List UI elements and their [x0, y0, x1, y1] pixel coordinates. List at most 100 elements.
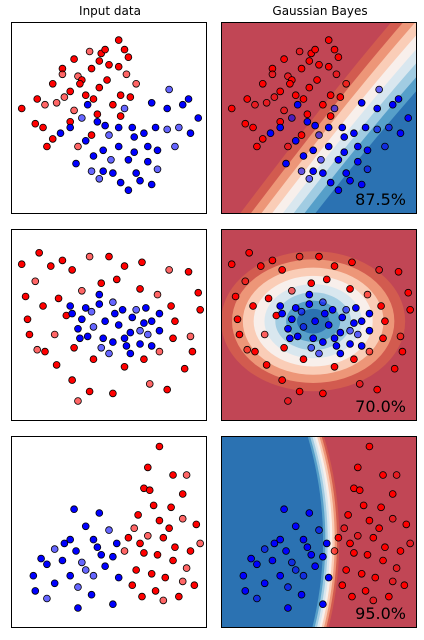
input-3-red-point-8	[192, 520, 201, 529]
input-2-red-point-43	[50, 330, 59, 339]
input-1-red-point-15	[122, 70, 131, 79]
input-2-red-point-18	[85, 387, 94, 396]
decision-3-red-point-9	[365, 516, 374, 525]
input-1-blue-point-10	[89, 152, 98, 160]
decision-2-blue-point-29	[276, 302, 284, 310]
input-2-red-point-21	[52, 361, 61, 369]
input-2-red-point-6	[138, 258, 146, 267]
decision-2-blue-point-25	[321, 309, 329, 318]
input-3-blue-point-23	[43, 594, 51, 603]
input-1-blue-point-7	[105, 131, 113, 139]
input-1-blue-point-22	[153, 146, 162, 155]
decision-1-red-point-33	[326, 112, 335, 120]
decision-2-red-point-41	[299, 355, 308, 363]
input-2-blue-point-4	[118, 306, 127, 314]
input-3-blue-point-27	[81, 566, 90, 574]
input-2-red-point-39	[155, 347, 164, 356]
input-3-red-point-26	[138, 592, 146, 601]
input-2-red-point-37	[171, 317, 179, 325]
decision-1-blue-point-34	[282, 159, 290, 168]
input-2-red-point-45	[58, 256, 67, 265]
input-3-red-point-3	[182, 471, 191, 479]
decision-2-red-point-40	[350, 355, 358, 363]
decision-3-red-point-1	[354, 463, 362, 472]
input-2-red-point-10	[196, 306, 204, 314]
decision-1-red-point-7	[251, 100, 259, 109]
input-1-red-point-8	[31, 119, 40, 128]
input-2-blue-point-28	[147, 342, 156, 350]
input-2-red-point-22	[41, 347, 49, 356]
decision-1-blue-point-26	[394, 95, 403, 103]
decision-2-red-point-23	[243, 345, 252, 354]
input-2-blue-point-13	[74, 325, 82, 333]
decision-2-blue-point-10	[319, 338, 327, 346]
input-3-blue-point-2	[81, 522, 90, 531]
decision-2-red-point-13	[390, 364, 399, 373]
decision-2-red-point-2	[278, 266, 286, 274]
decision-2-blue-point-1	[291, 304, 300, 312]
input-1-blue-point-33	[56, 129, 65, 137]
input-1-blue-point-29	[114, 142, 123, 151]
input-2-blue-point-16	[101, 317, 109, 325]
input-1-red-point-34	[126, 93, 135, 101]
input-3-red-point-33	[165, 524, 173, 532]
input-3-blue-point-10	[58, 556, 67, 565]
input-3-red-point-20	[132, 566, 140, 574]
decision-1-red-point-41	[305, 57, 314, 65]
decision-2-red-point-36	[377, 302, 385, 310]
column-title-classifier: Gaussian Bayes	[272, 4, 368, 18]
input-1-blue-point-19	[87, 167, 96, 176]
input-panel-2	[11, 229, 207, 421]
input-3-blue-point-11	[78, 558, 86, 567]
input-3-blue-point-19	[74, 583, 82, 591]
input-1-red-point-17	[95, 83, 104, 92]
input-1-red-point-13	[103, 76, 111, 84]
input-1-red-point-9	[39, 123, 47, 132]
input-3-red-point-9	[155, 516, 164, 525]
input-1-red-point-37	[101, 45, 109, 54]
decision-2-blue-point-28	[357, 342, 366, 350]
input-1-blue-point-36	[124, 186, 133, 195]
decision-2-blue-point-23	[297, 307, 306, 316]
input-3-blue-point-5	[89, 535, 98, 544]
decision-3-red-point-0	[365, 442, 374, 451]
input-3-red-point-13	[171, 543, 179, 551]
input-2-red-point-3	[85, 252, 94, 261]
input-2-red-point-31	[78, 286, 86, 295]
input-1-red-point-35	[85, 47, 94, 56]
decision-2-blue-point-9	[332, 342, 341, 350]
input-2-blue-point-19	[136, 326, 144, 335]
input-1-red-point-30	[43, 142, 51, 151]
decision-3-blue-point-25	[270, 539, 279, 548]
input-1-red-point-2	[87, 64, 96, 73]
decision-1-blue-point-21	[346, 176, 354, 185]
input-2-red-point-30	[54, 294, 63, 303]
decision-2-red-point-33	[322, 275, 331, 284]
decision-3-blue-point-20	[241, 587, 250, 595]
input-2-red-point-34	[136, 285, 144, 293]
input-1-blue-point-24	[186, 129, 195, 137]
input-2-blue-point-24	[99, 334, 107, 343]
decision-1-blue-point-8	[303, 118, 312, 126]
decision-1-blue-point-43	[373, 125, 382, 134]
input-3-blue-point-29	[37, 554, 45, 563]
input-2-blue-point-30	[95, 290, 104, 299]
decision-1-blue-point-14	[354, 157, 362, 166]
input-1-red-point-18	[81, 91, 90, 99]
decision-2-red-point-42	[280, 344, 288, 352]
input-2-blue-point-20	[147, 317, 156, 325]
decision-2-red-point-32	[307, 279, 316, 287]
decision-2-blue-point-13	[284, 325, 292, 333]
input-2-red-point-4	[105, 252, 113, 261]
input-3-blue-point-9	[97, 551, 106, 559]
decision-2-red-point-15	[355, 380, 364, 388]
decision-2-red-point-14	[373, 385, 382, 394]
decision-1-red-point-36	[280, 55, 288, 63]
input-3-blue-point-14	[66, 571, 74, 580]
input-1-blue-point-1	[163, 104, 172, 113]
decision-1-red-point-21	[324, 62, 333, 71]
decision-1-red-point-35	[295, 47, 304, 56]
decision-2-blue-point-26	[330, 334, 339, 343]
input-1-red-point-21	[114, 62, 123, 71]
decision-2-blue-point-21	[365, 309, 374, 318]
